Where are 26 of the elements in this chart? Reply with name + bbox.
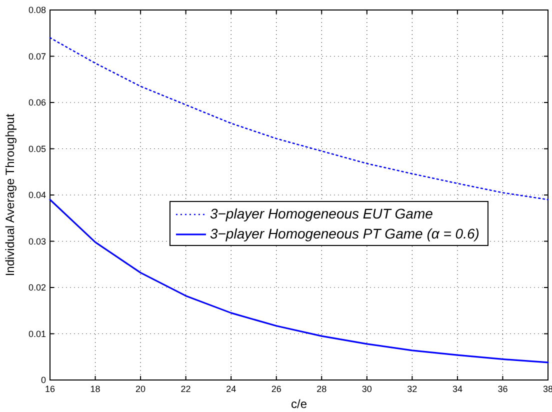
y-tick-label: 0.08	[28, 5, 46, 15]
x-tick-label: 36	[498, 384, 508, 394]
x-tick-label: 30	[362, 384, 372, 394]
x-axis-title: c/e	[290, 397, 308, 411]
line-series	[49, 198, 549, 364]
legend-label: 3−player Homogeneous EUT Game	[210, 205, 434, 222]
x-tick-label: 20	[136, 384, 146, 394]
line-series	[49, 37, 549, 200]
y-tick-label: 0.04	[28, 190, 46, 200]
y-tick-label: 0.02	[28, 282, 46, 292]
legend-label: 3−player Homogeneous PT Game (α = 0.6)	[210, 225, 480, 242]
y-axis-title: Individual Average Throughput	[3, 113, 17, 276]
x-tick-label: 34	[452, 384, 462, 394]
y-tick-label: 0.05	[28, 144, 46, 154]
y-tick-label: 0	[40, 375, 46, 385]
x-tick-label: 16	[44, 384, 56, 394]
y-tick-label: 0.01	[28, 328, 46, 339]
x-tick-label: 18	[90, 384, 100, 394]
y-tick-label: 0.07	[28, 51, 46, 62]
y-tick-label: 0.06	[28, 98, 46, 108]
x-tick-label: 24	[226, 384, 236, 394]
x-tick-label: 26	[271, 384, 282, 394]
x-tick-label: 32	[407, 384, 418, 394]
y-tick-label: 0.03	[28, 236, 46, 246]
x-tick-label: 28	[316, 384, 327, 394]
x-tick-label: 22	[180, 384, 191, 394]
